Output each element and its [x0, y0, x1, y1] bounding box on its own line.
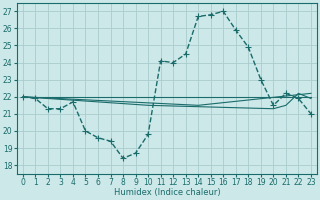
X-axis label: Humidex (Indice chaleur): Humidex (Indice chaleur) [114, 188, 220, 197]
